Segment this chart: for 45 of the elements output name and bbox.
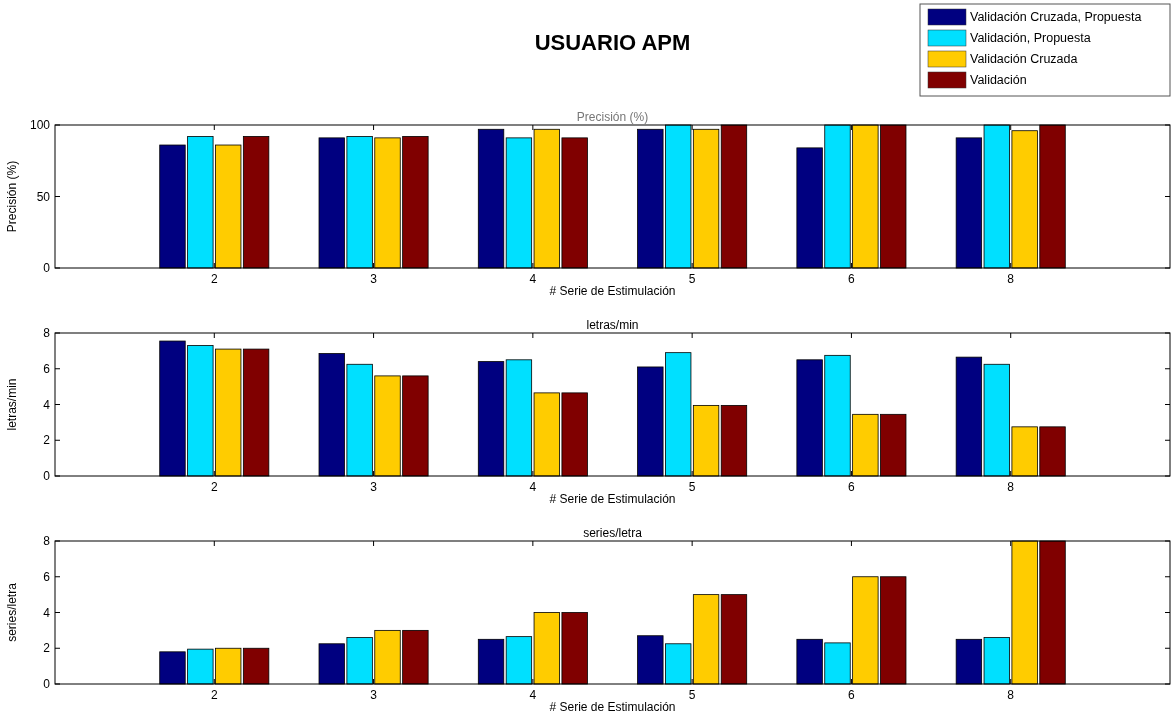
y-tick-label: 6	[43, 569, 51, 584]
x-tick-label: 2	[210, 688, 218, 702]
x-tick-label: 3	[370, 272, 378, 286]
x-tick-label: 4	[529, 480, 537, 494]
y-tick-label: 100	[29, 118, 51, 133]
x-tick-label: 3	[370, 480, 378, 494]
y-tick-label: 8	[43, 326, 51, 341]
x-tick-label: 8	[1007, 688, 1015, 702]
legend-label: Validación	[970, 73, 1027, 88]
legend-label: Validación, Propuesta	[970, 31, 1091, 46]
chart-subtitle: series/letra	[583, 526, 643, 540]
y-tick-label: 4	[43, 605, 51, 620]
y-tick-label: 0	[43, 469, 51, 484]
x-tick-label: 8	[1007, 272, 1015, 286]
x-tick-label: 3	[370, 688, 378, 702]
x-tick-label: 6	[848, 272, 856, 286]
y-tick-label: 6	[43, 361, 51, 376]
x-axis-title: # Serie de Estimulación	[549, 492, 676, 506]
y-tick-label: 4	[43, 397, 51, 412]
legend-label: Validación Cruzada	[970, 52, 1078, 67]
y-tick-label: 0	[43, 677, 51, 692]
y-axis-title: series/letra	[5, 582, 19, 642]
x-tick-label: 6	[848, 480, 856, 494]
y-tick-label: 0	[43, 261, 51, 276]
x-tick-label: 5	[688, 272, 696, 286]
chart-subtitle: Precisión (%)	[576, 110, 649, 124]
y-axis-title: Precisión (%)	[5, 160, 19, 233]
x-tick-label: 4	[529, 688, 537, 702]
chart-title: USUARIO APM	[534, 30, 691, 55]
chart-subtitle: letras/min	[586, 318, 639, 332]
x-tick-label: 2	[210, 480, 218, 494]
x-tick-label: 5	[688, 480, 696, 494]
legend-label: Validación Cruzada, Propuesta	[970, 10, 1142, 25]
x-tick-label: 2	[210, 272, 218, 286]
y-tick-label: 2	[43, 433, 51, 448]
y-axis-title: letras/min	[5, 378, 19, 431]
x-axis-title: # Serie de Estimulación	[549, 284, 676, 298]
x-axis-title: # Serie de Estimulación	[549, 700, 676, 713]
y-tick-label: 50	[36, 189, 51, 204]
y-tick-label: 2	[43, 641, 51, 656]
x-tick-label: 8	[1007, 480, 1015, 494]
y-tick-label: 8	[43, 534, 51, 549]
x-tick-label: 4	[529, 272, 537, 286]
x-tick-label: 5	[688, 688, 696, 702]
x-tick-label: 6	[848, 688, 856, 702]
